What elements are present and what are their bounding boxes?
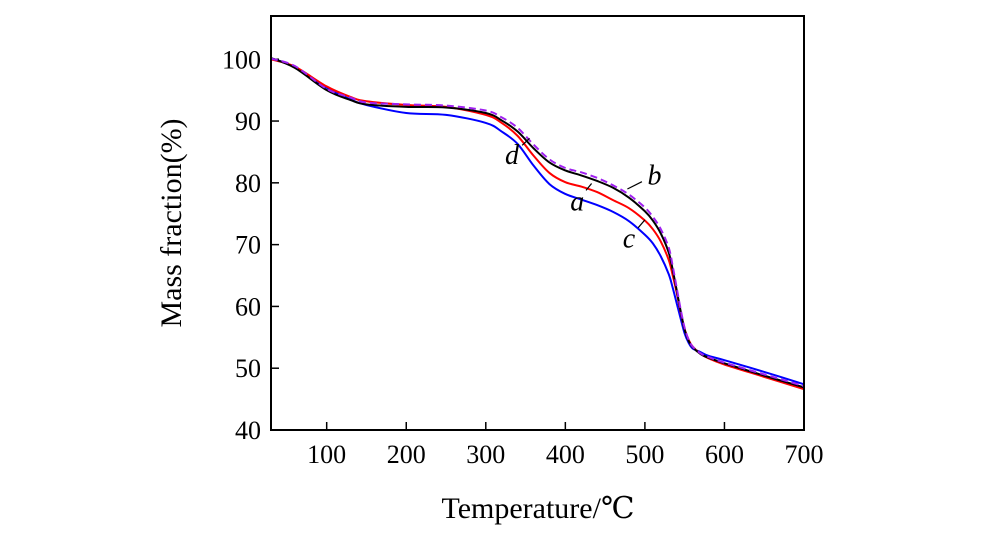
x-tick-label: 700 xyxy=(785,440,824,469)
x-axis-ticks: 100 200 300 400 500 600 700 xyxy=(307,422,824,469)
annotation-label-d: d xyxy=(505,140,520,171)
x-tick-label: 300 xyxy=(466,440,505,469)
annotation-label-c: c xyxy=(623,223,636,254)
series-layer xyxy=(270,57,805,391)
y-tick-label: 100 xyxy=(222,45,261,74)
x-tick-label: 500 xyxy=(625,440,664,469)
annotation-leader-d xyxy=(521,137,530,146)
series-line-d xyxy=(270,57,805,389)
y-tick-label: 80 xyxy=(235,169,261,198)
y-axis-ticks: 40 50 60 70 80 90 100 xyxy=(222,45,279,445)
x-tick-label: 400 xyxy=(546,440,585,469)
series-line-b xyxy=(270,57,805,388)
annotation-leader-c xyxy=(637,219,646,229)
x-tick-label: 200 xyxy=(387,440,426,469)
y-tick-label: 90 xyxy=(235,107,261,136)
y-tick-label: 60 xyxy=(235,292,261,321)
plot-frame xyxy=(270,15,805,431)
annotation-leader-a xyxy=(585,183,593,191)
y-axis-title: Mass fraction(%) xyxy=(155,118,188,327)
annotation-label-a: a xyxy=(570,186,584,217)
y-tick-label: 70 xyxy=(235,231,261,260)
series-line-c xyxy=(270,57,805,386)
x-axis-title: Temperature/℃ xyxy=(441,492,634,525)
series-line-a xyxy=(270,58,805,391)
y-tick-label: 40 xyxy=(235,416,261,445)
annotation-leader-b xyxy=(627,181,643,190)
x-tick-label: 600 xyxy=(705,440,744,469)
x-tick-label: 100 xyxy=(307,440,346,469)
curve-annotations: d b a c xyxy=(505,137,661,254)
y-tick-label: 50 xyxy=(235,354,261,383)
annotation-label-b: b xyxy=(647,160,661,191)
